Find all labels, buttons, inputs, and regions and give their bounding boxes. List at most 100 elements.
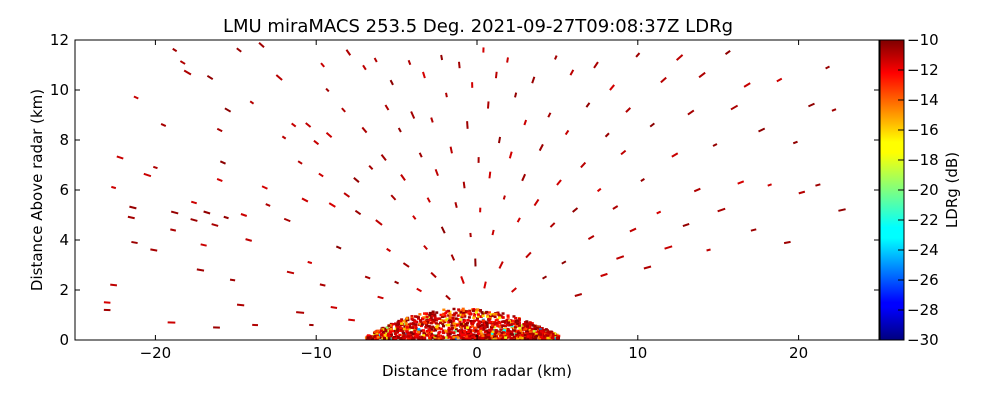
cluster-return	[496, 324, 500, 328]
sparse-return	[245, 238, 253, 242]
cluster-return	[480, 332, 484, 336]
cluster-return	[519, 336, 523, 339]
sparse-return	[596, 187, 602, 193]
cluster-return	[532, 330, 536, 333]
cluster-return	[517, 321, 521, 325]
cluster-return	[418, 313, 422, 316]
sparse-return	[460, 276, 465, 284]
cluster-return	[506, 314, 510, 317]
sparse-return	[640, 178, 645, 182]
colorbar-ticks: −10 −12 −14 −16 −18 −20 −22 −24 −26 −28 −30	[898, 31, 939, 349]
colorbar-tick-label: −16	[907, 121, 939, 139]
cluster-return	[463, 327, 467, 330]
y-tick-label: 6	[59, 181, 69, 199]
cluster-return	[543, 331, 547, 335]
sparse-return	[361, 126, 368, 134]
cluster-return	[477, 332, 481, 335]
cluster-return	[448, 316, 452, 320]
sparse-return	[792, 140, 798, 145]
sparse-return	[521, 173, 527, 182]
cluster-return	[530, 332, 534, 335]
cluster-return	[468, 330, 472, 333]
sparse-return	[635, 52, 641, 58]
sparse-return	[434, 168, 439, 177]
sparse-return	[549, 222, 556, 228]
sparse-return	[183, 69, 192, 76]
sparse-return	[283, 217, 291, 223]
cluster-return	[526, 335, 530, 338]
cluster-return	[431, 334, 435, 338]
cluster-return	[483, 333, 487, 337]
cluster-return	[515, 333, 519, 337]
cluster-return	[476, 322, 480, 326]
cluster-return	[429, 331, 433, 334]
cluster-return	[468, 337, 472, 340]
colorbar-tick-label: −10	[907, 31, 939, 49]
cluster-return	[456, 314, 460, 317]
sparse-return	[423, 244, 428, 251]
cluster-return	[507, 321, 511, 324]
cluster-return	[495, 335, 499, 338]
cluster-return	[501, 336, 505, 339]
cluster-return	[509, 337, 513, 340]
cluster-return	[411, 322, 415, 326]
colorbar-tick-label: −24	[907, 241, 939, 259]
cluster-return	[436, 323, 440, 326]
cluster-return	[526, 325, 530, 328]
cluster-return	[485, 321, 489, 324]
cluster-return	[467, 316, 471, 319]
sparse-return	[206, 74, 214, 81]
cluster-return	[428, 311, 432, 315]
sparse-return	[297, 160, 303, 165]
sparse-return	[375, 219, 383, 226]
cluster-return	[407, 333, 411, 336]
sparse-return	[538, 143, 544, 152]
cluster-return	[517, 331, 521, 334]
cluster-return	[481, 314, 485, 318]
sparse-return	[682, 222, 690, 228]
cluster-return	[409, 336, 413, 339]
cluster-return	[433, 316, 437, 320]
cluster-return	[384, 331, 388, 335]
sparse-return	[629, 227, 637, 233]
cluster-return	[425, 315, 429, 319]
sparse-return	[172, 47, 178, 53]
cluster-return	[465, 310, 469, 314]
sparse-return	[133, 95, 139, 100]
cluster-return	[422, 329, 426, 332]
cluster-return	[405, 326, 409, 329]
cluster-return	[453, 312, 457, 315]
cluster-return	[434, 325, 438, 329]
sparse-return	[390, 194, 397, 201]
cluster-return	[471, 321, 475, 324]
cluster-return	[539, 330, 543, 333]
cluster-return	[383, 327, 387, 331]
cluster-return	[428, 314, 432, 317]
sparse-return	[664, 245, 673, 250]
cluster-return	[430, 328, 434, 331]
cluster-return	[432, 329, 436, 332]
cluster-return	[417, 330, 421, 334]
cluster-return	[557, 334, 561, 338]
sparse-return	[307, 260, 313, 265]
x-tick-label: 0	[472, 344, 482, 362]
cluster-return	[457, 308, 461, 311]
cluster-return	[465, 326, 469, 329]
cluster-return	[388, 335, 392, 338]
cluster-return	[497, 332, 501, 336]
cluster-return	[459, 336, 463, 340]
cluster-return	[460, 315, 464, 319]
cluster-return	[443, 320, 447, 324]
cluster-return	[533, 324, 537, 328]
cluster-return	[449, 320, 453, 324]
cluster-return	[381, 330, 385, 334]
cluster-return	[479, 329, 483, 333]
cluster-return	[452, 314, 456, 317]
cluster-return	[405, 330, 409, 333]
sparse-return	[170, 210, 179, 215]
cluster-return	[389, 327, 393, 331]
cluster-return	[446, 333, 450, 337]
cluster-return	[468, 309, 472, 313]
cluster-return	[502, 329, 506, 332]
sparse-return	[258, 42, 265, 48]
